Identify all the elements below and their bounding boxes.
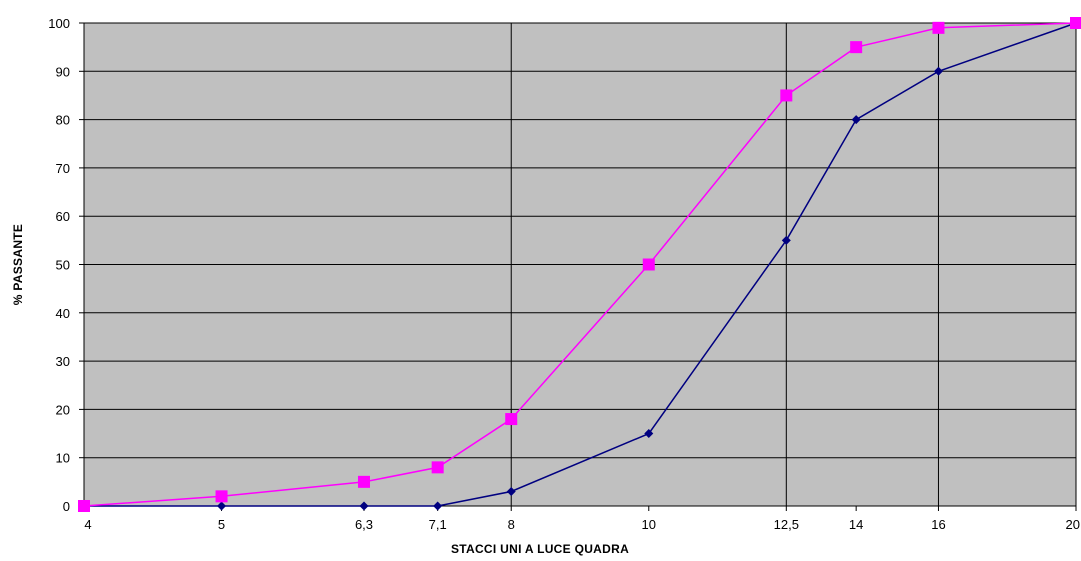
series-1-point: [781, 235, 791, 245]
series-2-point: [780, 89, 793, 102]
y-tick-label: 0: [63, 499, 70, 514]
y-axis-title: % PASSANTE: [11, 224, 25, 305]
x-tick-label: 8: [508, 517, 515, 532]
x-tick-label: 12,5: [774, 517, 799, 532]
x-tick-label: 5: [218, 517, 225, 532]
x-tick-label: 7,1: [429, 517, 447, 532]
y-tick-label: 90: [56, 64, 70, 79]
x-tick-label: 16: [931, 517, 945, 532]
series-2-point: [505, 413, 518, 426]
y-tick-label: 10: [56, 451, 70, 466]
y-tick-label: 50: [56, 258, 70, 273]
x-axis-tick-labels: 4 5 6,3 7,1 8 10 12,5 14 16 20: [84, 517, 1080, 532]
vertical-gridlines: [83, 23, 1077, 511]
y-tick-label: 20: [56, 402, 70, 417]
y-tick-label: 30: [56, 354, 70, 369]
series-2-point: [642, 258, 655, 271]
series-2-point: [215, 490, 228, 503]
x-tick-label: 20: [1066, 517, 1080, 532]
series-2-point: [78, 500, 90, 512]
series-2-line: [83, 22, 1077, 507]
series-2-point: [850, 41, 863, 54]
series-layer: [78, 17, 1081, 512]
x-tick-label: 14: [849, 517, 863, 532]
series-2-point: [357, 475, 370, 488]
series-1-point: [851, 115, 861, 125]
x-tick-label: 4: [84, 517, 91, 532]
series-1-point: [933, 66, 943, 76]
series-1-point: [506, 487, 516, 497]
x-axis-title: STACCI UNI A LUCE QUADRA: [451, 542, 629, 556]
y-tick-label: 100: [48, 16, 70, 31]
y-tick-label: 60: [56, 209, 70, 224]
y-tick-label: 40: [56, 306, 70, 321]
y-tick-label: 80: [56, 113, 70, 128]
series-2-point: [932, 21, 945, 34]
series-2-point: [1070, 17, 1081, 29]
y-tick-label: 70: [56, 161, 70, 176]
y-axis-tick-labels: 0 10 20 30 40 50 60 70 80 90 100: [48, 16, 70, 514]
plot-border: [83, 22, 1077, 507]
series-1-line: [84, 22, 1077, 507]
x-tick-label: 6,3: [355, 517, 373, 532]
series-2-point: [431, 461, 444, 474]
series-1-point: [217, 501, 227, 511]
x-tick-label: 10: [642, 517, 656, 532]
series-1-point: [359, 501, 369, 511]
series-1-point: [644, 429, 654, 439]
series-1-point: [433, 501, 443, 511]
